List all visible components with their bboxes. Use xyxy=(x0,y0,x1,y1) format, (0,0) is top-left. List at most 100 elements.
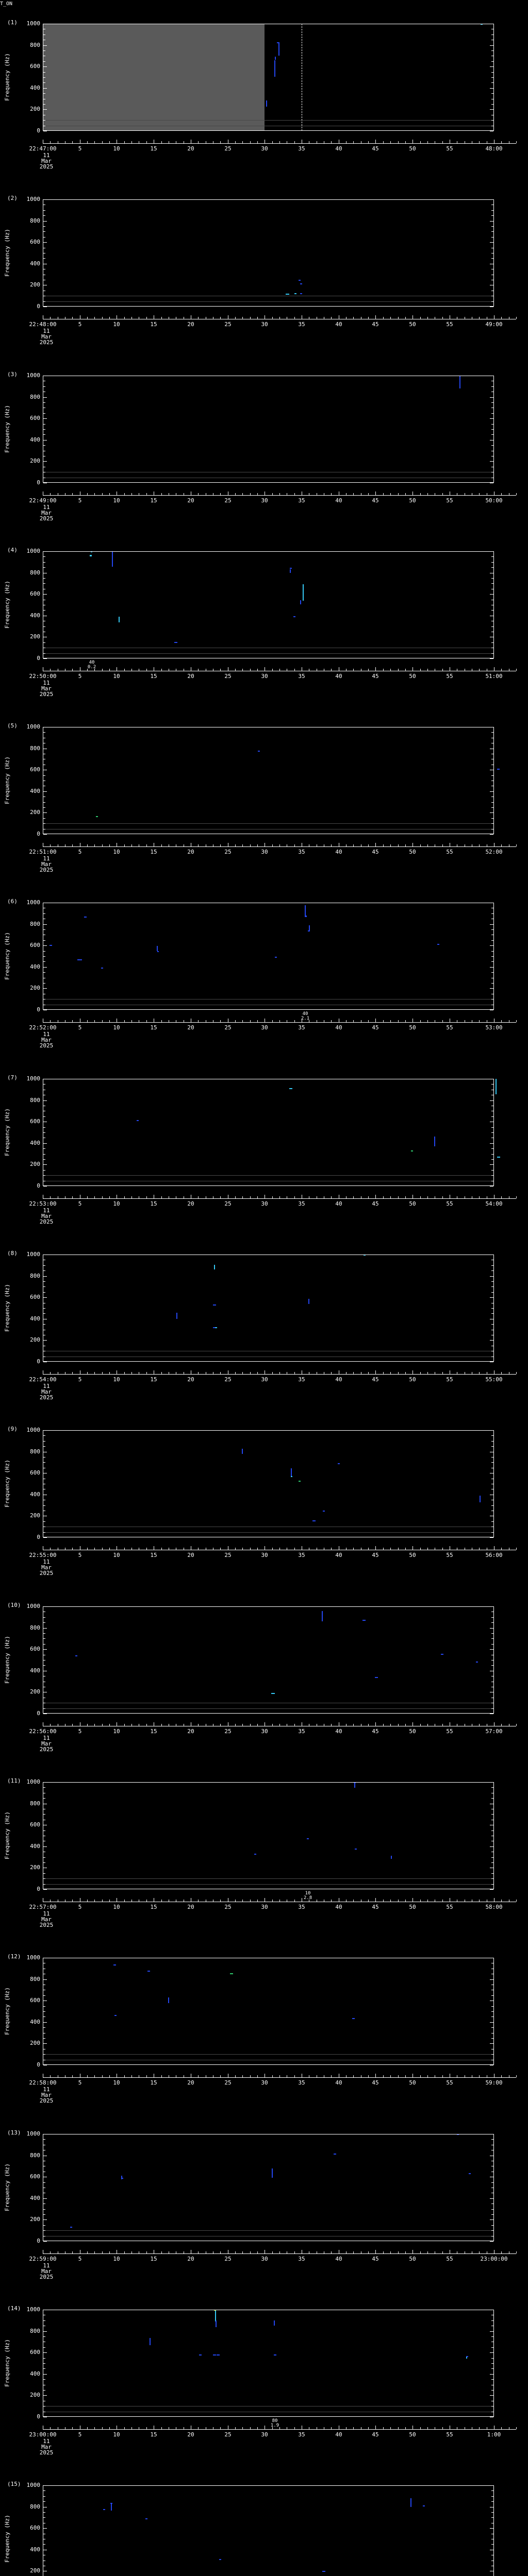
y-tick xyxy=(490,1186,493,1187)
time-tick xyxy=(331,1900,332,1902)
y-tick xyxy=(491,2390,493,2391)
y-tick xyxy=(43,1787,45,1788)
minute-tick-label: 45 xyxy=(372,497,379,504)
y-tick xyxy=(43,1132,45,1133)
detection-mark xyxy=(497,1157,500,1158)
y-tick xyxy=(43,242,47,243)
y-tick xyxy=(491,424,493,425)
minute-tick-label: 55 xyxy=(446,2431,453,2438)
time-tick xyxy=(102,1196,103,1198)
minute-tick-label: 20 xyxy=(187,2256,194,2262)
y-tick xyxy=(43,1979,47,1980)
time-tick xyxy=(161,2251,162,2253)
y-tick xyxy=(43,2390,45,2391)
y-tick xyxy=(43,1878,45,1879)
y-tick xyxy=(43,1186,47,1187)
time-tick xyxy=(94,1724,95,1726)
time-tick xyxy=(102,1724,103,1726)
time-tick xyxy=(220,2251,221,2253)
y-tick xyxy=(491,434,493,435)
time-tick xyxy=(50,317,51,319)
y-tick xyxy=(43,2198,47,2199)
y-tick xyxy=(491,1159,493,1160)
minute-tick-label: 25 xyxy=(224,1728,232,1735)
y-tick xyxy=(43,2016,45,2017)
y-tick xyxy=(490,199,493,200)
time-tick xyxy=(161,141,162,143)
detection-mark xyxy=(242,1449,243,1454)
time-tick xyxy=(161,2075,162,2077)
plot-frame xyxy=(43,199,494,307)
y-tick xyxy=(43,237,45,238)
time-tick xyxy=(87,1724,88,1726)
time-tick xyxy=(72,2427,73,2429)
date-line: 11 xyxy=(43,1558,50,1565)
y-tick xyxy=(43,2241,47,2242)
y-tick xyxy=(43,1638,45,1639)
minute-tick-label: 45 xyxy=(372,1552,379,1558)
time-tick xyxy=(235,1196,236,1198)
time-tick xyxy=(257,2427,258,2429)
time-tick xyxy=(427,1196,428,1198)
time-tick xyxy=(94,844,95,846)
detection-mark xyxy=(480,1496,481,1502)
y-tick xyxy=(491,2006,493,2007)
detection-mark xyxy=(354,1782,355,1788)
y-tick xyxy=(490,812,493,813)
panel-number: (9) xyxy=(7,1426,18,1432)
threshold-line xyxy=(43,301,494,302)
y-tick xyxy=(491,1286,493,1287)
time-tick xyxy=(198,2427,199,2429)
y-tick xyxy=(43,972,45,973)
time-tick xyxy=(442,2251,443,2253)
y-tick-label: 0 xyxy=(37,1182,40,1189)
date-line: Mar xyxy=(41,158,52,164)
minute-tick-label: 50 xyxy=(409,321,416,328)
y-tick xyxy=(491,1505,493,1506)
time-tick xyxy=(294,141,295,143)
y-tick xyxy=(43,2374,47,2375)
time-tick xyxy=(161,317,162,319)
detection-mark xyxy=(290,569,291,573)
minute-tick-label: 5 xyxy=(78,2256,82,2262)
y-tick xyxy=(491,1532,493,1533)
detection-mark xyxy=(305,905,306,916)
y-tick-label: 1000 xyxy=(26,1954,41,1961)
date-line: 2025 xyxy=(39,163,54,170)
threshold-line xyxy=(43,120,494,121)
time-tick xyxy=(368,493,369,495)
date-line: 11 xyxy=(43,855,50,862)
time-tick xyxy=(516,1548,517,1550)
time-tick xyxy=(94,1900,95,1902)
spectrogram-panel: (12) Frequency (Hz) 0 200 400 600 800 1000 22:58… xyxy=(0,1934,528,2110)
y-tick-label: 800 xyxy=(30,1273,40,1279)
minute-tick-label: 10 xyxy=(113,321,120,328)
threshold-line xyxy=(43,823,494,824)
annotation-value-2: 2.8 xyxy=(303,1895,312,1901)
time-tick xyxy=(242,2075,243,2077)
detection-mark xyxy=(411,1150,413,1151)
time-tick xyxy=(368,1724,369,1726)
y-tick xyxy=(43,109,47,110)
time-tick xyxy=(242,1372,243,1374)
time-tick xyxy=(353,1900,354,1902)
time-tick xyxy=(50,1372,51,1374)
minute-tick-label: 55 xyxy=(446,145,453,152)
minute-tick-label: 55 xyxy=(446,1552,453,1558)
time-tick xyxy=(442,2427,443,2429)
y-tick-label: 400 xyxy=(30,2019,40,2025)
y-tick xyxy=(491,732,493,733)
y-tick xyxy=(43,1148,45,1149)
y-tick xyxy=(43,1265,45,1266)
time-tick xyxy=(412,1722,413,1726)
y-tick xyxy=(43,1644,45,1645)
time-tick xyxy=(131,1548,132,1550)
time-tick xyxy=(501,669,502,671)
time-tick xyxy=(87,1196,88,1198)
detection-mark xyxy=(278,43,279,56)
y-tick xyxy=(43,956,45,957)
y-tick xyxy=(43,429,45,430)
minute-tick-label: 35 xyxy=(298,1552,305,1558)
y-tick xyxy=(490,1649,493,1650)
time-tick xyxy=(390,2251,391,2253)
